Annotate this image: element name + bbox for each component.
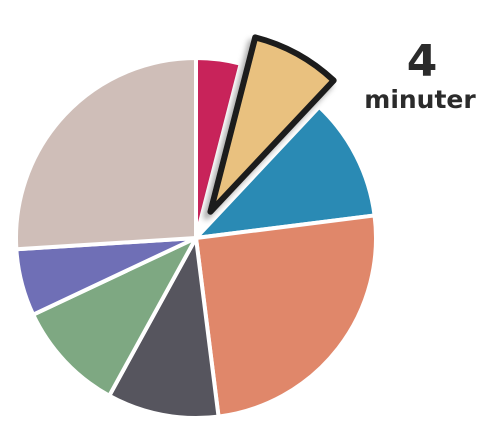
pie-slice-6 (31, 236, 198, 398)
callout-unit: minuter (364, 85, 476, 114)
pie-slices (14, 56, 378, 420)
pie-slice-8 (14, 56, 198, 252)
exploded-slice-group (207, 34, 337, 215)
pie-slice-4 (194, 213, 378, 419)
pie-slice-3 (194, 104, 377, 240)
callout-value: 4 (407, 36, 438, 87)
pie-slice-5 (107, 236, 221, 420)
pie-slice-2 (207, 34, 337, 215)
